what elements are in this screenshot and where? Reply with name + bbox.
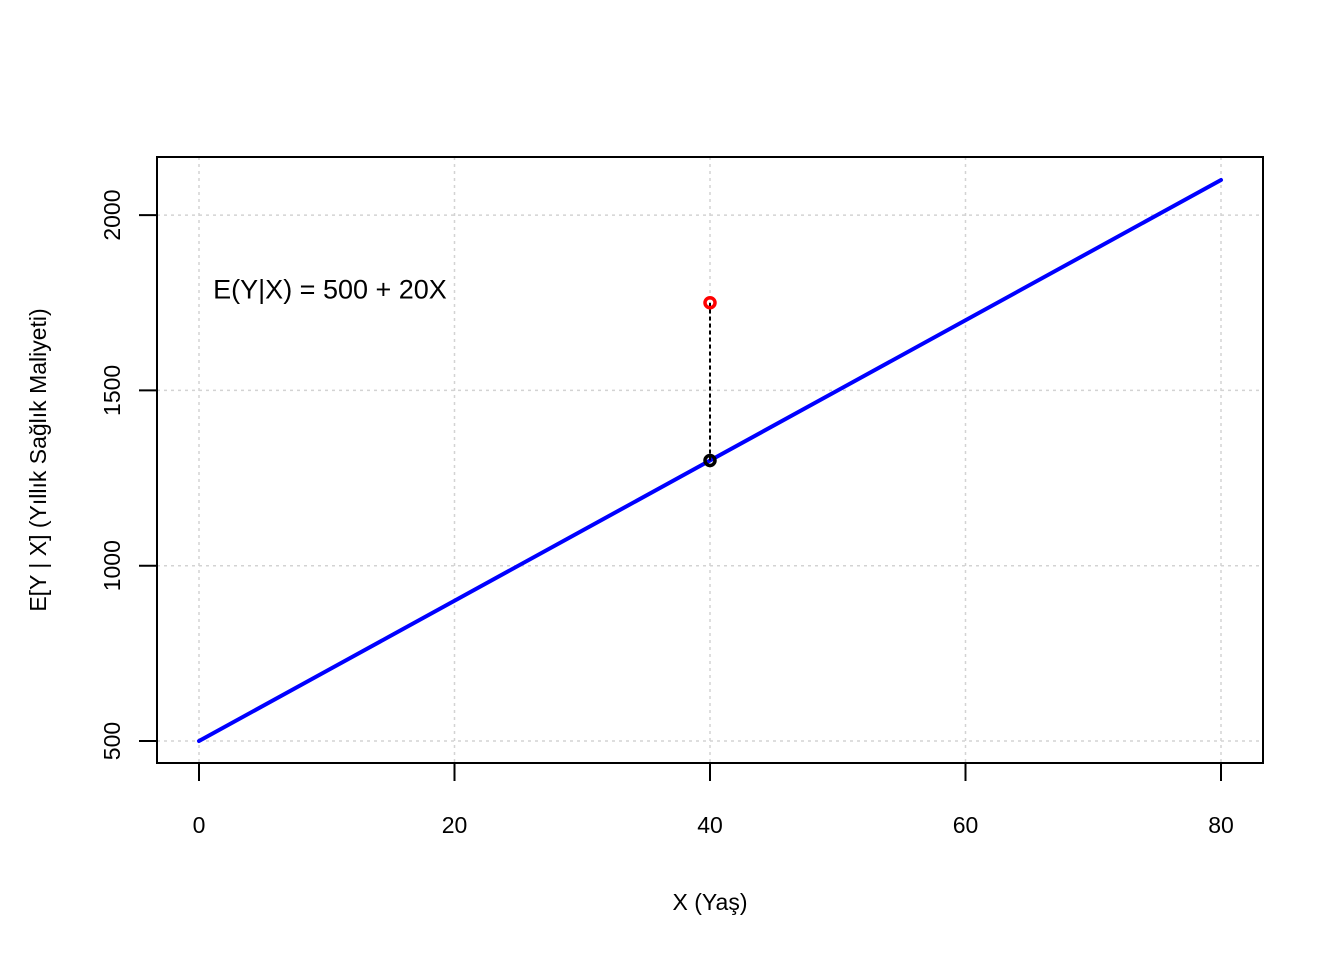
- equation-annotation: E(Y|X) = 500 + 20X: [213, 275, 447, 305]
- y-axis-title: E[Y | X] (Yıllık Sağlık Maliyeti): [25, 308, 51, 611]
- observed-point: [703, 295, 717, 310]
- x-axis: 0 20 40 60 80: [193, 762, 1234, 838]
- x-tick-label: 60: [953, 812, 979, 838]
- y-tick-label: 1500: [99, 365, 125, 416]
- grid-lines: [157, 157, 1263, 763]
- x-axis-title: X (Yaş): [673, 889, 748, 915]
- y-tick-label: 500: [99, 722, 125, 760]
- y-tick-label: 2000: [99, 189, 125, 240]
- expected-value-point: [703, 453, 717, 468]
- x-tick-label: 0: [193, 812, 206, 838]
- x-tick-label: 20: [442, 812, 468, 838]
- y-tick-label: 1000: [99, 540, 125, 591]
- x-tick-label: 40: [697, 812, 723, 838]
- y-axis: 500 1000 1500 2000: [99, 189, 158, 760]
- x-tick-label: 80: [1208, 812, 1234, 838]
- points-layer: [703, 295, 717, 468]
